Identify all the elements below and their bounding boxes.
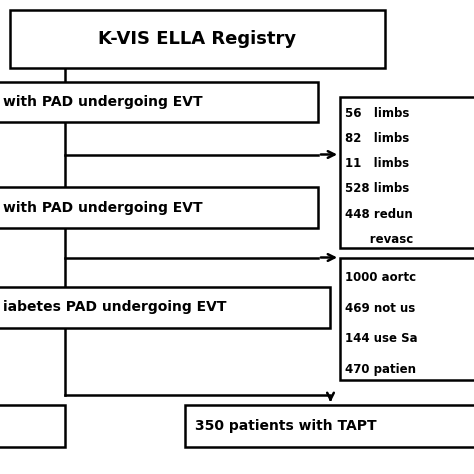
Text: 82   limbs: 82 limbs [345,132,409,145]
Text: 470 patien: 470 patien [345,363,416,376]
Text: K-VIS ELLA Registry: K-VIS ELLA Registry [99,30,297,48]
Bar [340,258,474,380]
Bar [185,405,474,447]
Bar [0,82,318,122]
Text: with PAD undergoing EVT: with PAD undergoing EVT [3,201,202,215]
Text: 448 redun: 448 redun [345,208,413,220]
Text: 11   limbs: 11 limbs [345,157,409,170]
Bar [340,97,474,248]
Text: 144 use Sa: 144 use Sa [345,332,418,346]
Bar [0,405,65,447]
Bar [0,187,318,228]
Bar [10,10,385,68]
Text: iabetes PAD undergoing EVT: iabetes PAD undergoing EVT [3,301,227,315]
Text: 528 limbs: 528 limbs [345,182,409,195]
Text: with PAD undergoing EVT: with PAD undergoing EVT [3,95,202,109]
Text: revasc: revasc [345,233,413,246]
Text: 469 not us: 469 not us [345,302,415,315]
Text: 350 patients with TAPT: 350 patients with TAPT [195,419,377,433]
Text: 56   limbs: 56 limbs [345,107,410,120]
Text: 1000 aortc: 1000 aortc [345,271,416,284]
Bar [0,287,330,328]
